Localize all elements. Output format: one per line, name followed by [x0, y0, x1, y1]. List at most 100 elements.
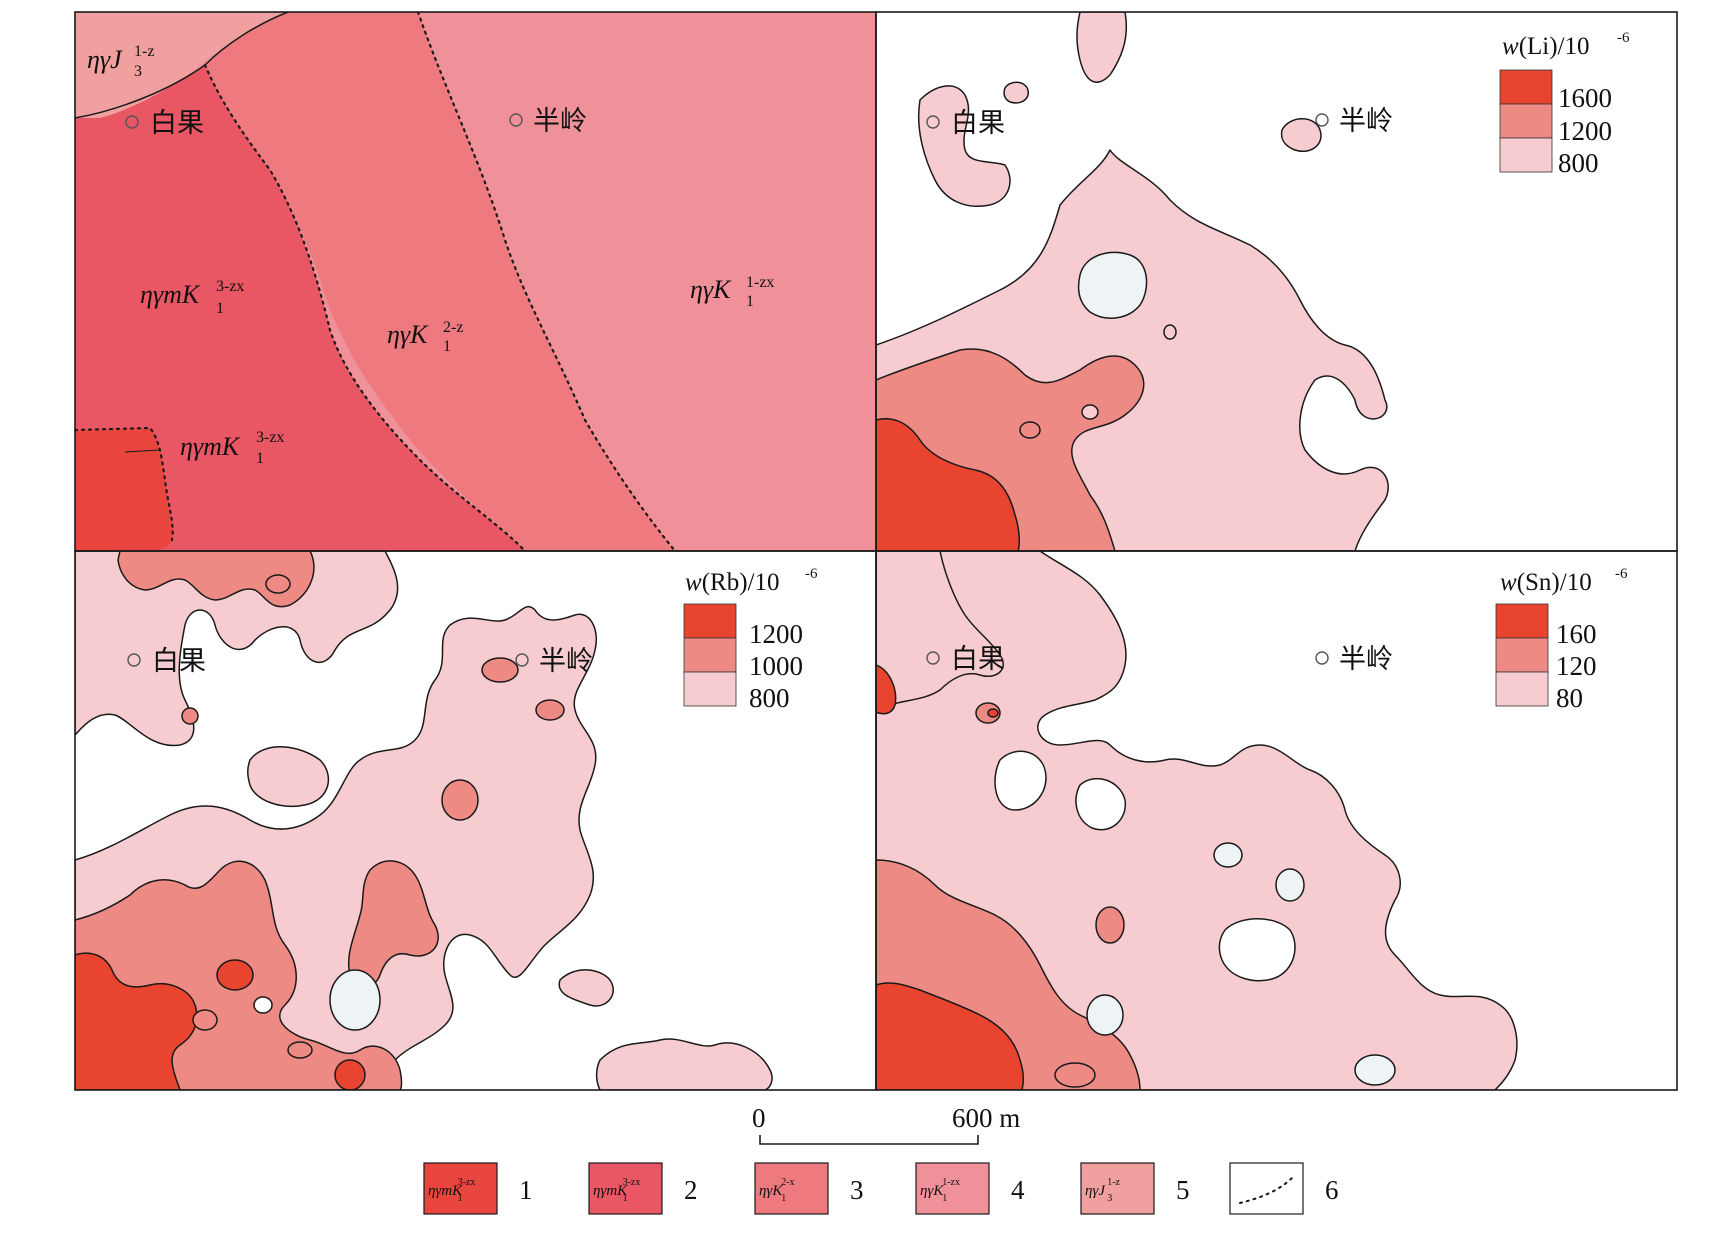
svg-text:1: 1: [216, 300, 224, 317]
legend-number-3: 3: [850, 1175, 864, 1205]
sn-legend-label-80: 80: [1556, 683, 1583, 713]
sn-map-frame: [875, 550, 1678, 1091]
unit-label-k1-2z: ηγK 1 2-z: [387, 319, 463, 355]
legend-swatch-label-4: ηγK: [920, 1183, 944, 1199]
town-marker-baiguo-tl: 白果: [125, 108, 204, 139]
svg-text:ηγJ: ηγJ: [87, 45, 123, 74]
li-legend-label-800: 800: [1558, 148, 1599, 178]
svg-text:3-zx: 3-zx: [216, 278, 244, 295]
geology-map-panel: [75, 12, 876, 551]
legend-swatch-label-5: ηγJ: [1085, 1183, 1106, 1199]
svg-text:w(Rb)/10: w(Rb)/10: [685, 569, 779, 596]
svg-text:白果: 白果: [951, 644, 1005, 675]
li-low-patch: [1077, 251, 1148, 319]
sn-gap-patch-2: [1218, 918, 1296, 982]
sn-legend-swatch-160: [1495, 603, 1549, 639]
town-marker-banling-tl: 半岭: [509, 106, 587, 137]
legend-item-6: 6: [1229, 1162, 1339, 1215]
legend-number-2: 2: [684, 1175, 698, 1205]
rb-map-panel: [75, 551, 876, 1090]
legend-item-5: ηγJ 3 1-z 5: [1080, 1162, 1190, 1215]
sn-160-zone-nw: [876, 664, 897, 715]
svg-text:白果: 白果: [152, 646, 206, 677]
svg-text:ηγmK: ηγmK: [180, 432, 241, 461]
svg-text:-6: -6: [1615, 566, 1628, 582]
legend-swatch-5: [1080, 1162, 1155, 1215]
contact-boundary-1: [203, 63, 527, 551]
legend-swatch-6: [1229, 1162, 1304, 1215]
svg-text:3: 3: [134, 63, 142, 80]
svg-text:半岭: 半岭: [1339, 644, 1393, 675]
sn-legend: 160 120 80: [1495, 603, 1597, 713]
legend-swatch-sup-1: 3-zx: [458, 1177, 476, 1188]
legend-swatch-sub-2: 1: [623, 1193, 628, 1204]
town-marker-banling-br: 半岭: [1315, 644, 1393, 675]
rb-800-zone-ring: [247, 746, 330, 807]
legend-swatch-sup-3: 2-x: [781, 1177, 794, 1188]
legend-swatch-sub-1: 1: [458, 1193, 463, 1204]
unit-label-mk1-a: ηγmK 1 3-zx: [140, 278, 244, 317]
town-marker-banling-bl: 半岭: [515, 646, 593, 677]
svg-text:1-z: 1-z: [134, 43, 154, 60]
li-800-zone-nw: [917, 85, 1011, 207]
legend-number-6: 6: [1325, 1175, 1339, 1205]
legend-boundary-symbol: [1239, 1174, 1296, 1204]
li-legend-swatch-1600: [1499, 69, 1553, 105]
legend-swatch-3: [754, 1162, 829, 1215]
unit-mk1-b-area: [75, 428, 173, 551]
legend-swatch-1: [423, 1162, 498, 1215]
unit-k1-2z-area: [205, 12, 675, 551]
li-800-zone-top: [1076, 12, 1128, 83]
li-legend-swatch-1200: [1499, 103, 1553, 139]
town-marker-baiguo-bl: 白果: [127, 646, 206, 677]
svg-text:白果: 白果: [150, 108, 204, 139]
legend-swatch-4: [915, 1162, 990, 1215]
scale-bar: 0 600 m: [752, 1103, 1020, 1145]
svg-text:3-zx: 3-zx: [256, 429, 284, 446]
rb-800-zone-far-se: [595, 1038, 773, 1090]
rb-title: w(Rb)/10 -6: [685, 566, 818, 596]
svg-text:0: 0: [752, 1103, 766, 1133]
unit-j3-area: [75, 12, 288, 118]
rb-1000-zone-nw: [117, 551, 315, 608]
unit-j3-boundary: [75, 12, 289, 119]
sn-160-zone: [876, 982, 1025, 1090]
unit-mk1-a-area: [75, 65, 525, 551]
svg-text:w(Li)/10: w(Li)/10: [1502, 33, 1590, 60]
li-800-zone-small: [1003, 81, 1029, 104]
legend-swatch-label-2: ηγmK: [593, 1183, 628, 1199]
sn-80-zone-main: [876, 551, 1518, 1090]
svg-text:半岭: 半岭: [1339, 106, 1393, 137]
rb-legend-label-800: 800: [749, 683, 790, 713]
svg-text:1-zx: 1-zx: [746, 274, 774, 291]
li-map-panel: [876, 12, 1677, 551]
svg-text:-6: -6: [805, 566, 818, 582]
town-marker-banling-tr: 半岭: [1315, 106, 1393, 137]
sn-legend-swatch-120: [1495, 637, 1549, 673]
legend-swatch-sub-3: 1: [781, 1193, 786, 1204]
rb-legend-swatch-800: [683, 671, 737, 707]
legend-number-4: 4: [1011, 1175, 1025, 1205]
li-title: w(Li)/10 -6: [1502, 30, 1630, 60]
legend-swatch-2: [588, 1162, 663, 1215]
legend-swatch-sub-5: 3: [1107, 1193, 1112, 1204]
rb-legend-swatch-1200: [683, 603, 737, 639]
svg-text:1: 1: [256, 450, 264, 467]
rb-legend-label-1200: 1200: [749, 619, 803, 649]
svg-text:ηγK: ηγK: [387, 320, 429, 349]
rb-legend-label-1000: 1000: [749, 651, 803, 681]
svg-text:1: 1: [746, 293, 754, 310]
unit-label-k1-1zx: ηγK 1 1-zx: [690, 274, 774, 310]
svg-text:ηγmK: ηγmK: [140, 280, 201, 309]
rb-800-zone-se: [558, 969, 614, 1007]
svg-text:2-z: 2-z: [443, 319, 463, 336]
li-legend: 1600 1200 800: [1499, 69, 1612, 178]
svg-text:w(Sn)/10: w(Sn)/10: [1500, 569, 1592, 596]
sn-legend-swatch-80: [1495, 671, 1549, 707]
rb-legend: 1200 1000 800: [683, 603, 803, 713]
li-800-zone-banling: [1280, 118, 1322, 152]
